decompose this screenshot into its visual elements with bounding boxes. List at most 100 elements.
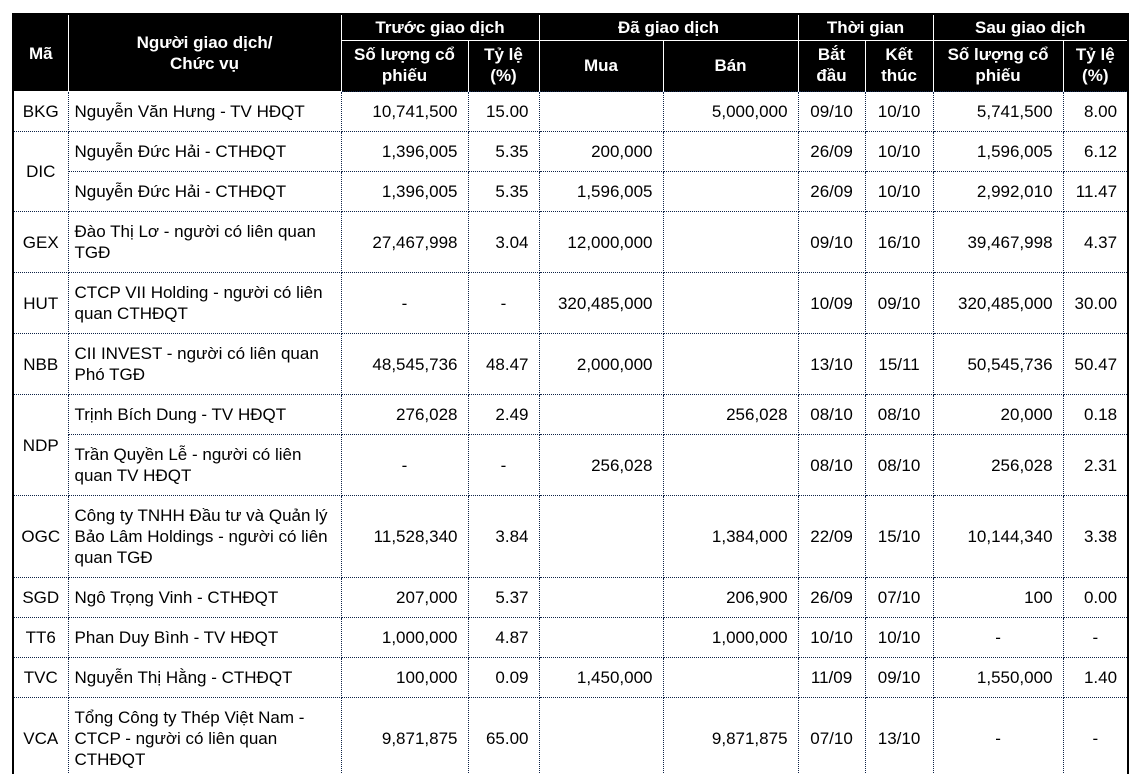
table-row-dic-2: Nguyễn Đức Hải - CTHĐQT 1,396,005 5.35 1… xyxy=(13,171,1129,212)
table-row-gex: GEX Đào Thị Lơ - người có liên quan TGĐ … xyxy=(12,211,1129,273)
table-row-ogc: OGC Công ty TNHH Đầu tư và Quản lý Bảo L… xyxy=(12,495,1129,578)
cell-stock-code: BKG xyxy=(12,91,69,132)
cell-before-pct: 65.00 xyxy=(467,697,540,774)
cell-after-pct: 2.31 xyxy=(1062,434,1129,496)
cell-after-pct: 3.38 xyxy=(1062,495,1129,578)
cell-trader: Ngô Trọng Vinh - CTHĐQT xyxy=(67,577,342,618)
cell-start-date: 26/09 xyxy=(797,577,866,618)
cell-end-date: 08/10 xyxy=(864,394,934,435)
cell-stock-code: HUT xyxy=(12,272,69,334)
cell-start-date: 10/10 xyxy=(797,617,866,658)
header-transacted: Đã giao dịch xyxy=(538,13,799,41)
cell-start-date: 09/10 xyxy=(797,91,866,132)
table-body: BKG Nguyễn Văn Hưng - TV HĐQT 10,741,500… xyxy=(12,91,1129,774)
cell-after-pct: 4.37 xyxy=(1062,211,1129,273)
header-time: Thời gian xyxy=(797,13,934,41)
cell-before-shares: 1,396,005 xyxy=(340,131,469,172)
cell-after-pct: 0.18 xyxy=(1062,394,1129,435)
table-row-vca: VCA Tổng Công ty Thép Việt Nam - CTCP - … xyxy=(12,697,1129,774)
cell-after-shares: 1,550,000 xyxy=(932,657,1064,698)
cell-trader: Trịnh Bích Dung - TV HĐQT xyxy=(67,394,342,435)
cell-trader: Phan Duy Bình - TV HĐQT xyxy=(67,617,342,658)
cell-after-pct: 11.47 xyxy=(1062,171,1129,212)
header-before-shares: Số lượng cổ phiếu xyxy=(340,40,469,92)
table-row-tt6: TT6 Phan Duy Bình - TV HĐQT 1,000,000 4.… xyxy=(12,617,1129,658)
header-start-date: Bắt đầu xyxy=(797,40,866,92)
cell-end-date: 07/10 xyxy=(864,577,934,618)
cell-start-date: 22/09 xyxy=(797,495,866,578)
cell-trader: CTCP VII Holding - người có liên quan CT… xyxy=(67,272,342,334)
cell-stock-code: TT6 xyxy=(12,617,69,658)
cell-sell: 9,871,875 xyxy=(662,697,799,774)
cell-before-pct: 3.84 xyxy=(467,495,540,578)
cell-end-date: 09/10 xyxy=(864,657,934,698)
cell-buy xyxy=(538,577,664,618)
header-before-pct: Tỷ lệ (%) xyxy=(467,40,540,92)
cell-before-pct: - xyxy=(467,434,540,496)
cell-after-shares: 100 xyxy=(932,577,1064,618)
header-after-pct: Tỷ lệ (%) xyxy=(1062,40,1129,92)
cell-before-shares: 1,396,005 xyxy=(340,171,469,212)
cell-buy: 256,028 xyxy=(538,434,664,496)
cell-before-shares: 10,741,500 xyxy=(340,91,469,132)
cell-buy: 2,000,000 xyxy=(538,333,664,395)
cell-buy: 1,596,005 xyxy=(538,171,664,212)
table-row-nbb: NBB CII INVEST - người có liên quan Phó … xyxy=(12,333,1129,395)
cell-before-shares: 48,545,736 xyxy=(340,333,469,395)
cell-before-shares: - xyxy=(340,272,469,334)
cell-after-shares: - xyxy=(932,697,1064,774)
cell-before-pct: 48.47 xyxy=(467,333,540,395)
cell-stock-code: NBB xyxy=(12,333,69,395)
cell-before-pct: 4.87 xyxy=(467,617,540,658)
cell-after-pct: - xyxy=(1062,617,1129,658)
cell-end-date: 08/10 xyxy=(864,434,934,496)
table-row-ndp-2: Trần Quyền Lễ - người có liên quan TV HĐ… xyxy=(13,434,1129,496)
cell-before-shares: 11,528,340 xyxy=(340,495,469,578)
cell-after-shares: 5,741,500 xyxy=(932,91,1064,132)
header-after-transaction: Sau giao dịch xyxy=(932,13,1129,41)
cell-buy: 1,450,000 xyxy=(538,657,664,698)
cell-sell xyxy=(662,211,799,273)
cell-sell xyxy=(662,657,799,698)
cell-after-shares: 20,000 xyxy=(932,394,1064,435)
cell-stock-code: NDP xyxy=(12,394,69,496)
cell-start-date: 11/09 xyxy=(797,657,866,698)
cell-buy xyxy=(538,697,664,774)
header-stock-code: Mã xyxy=(12,13,69,92)
cell-buy xyxy=(538,617,664,658)
cell-stock-code: DIC xyxy=(12,131,69,212)
cell-sell: 5,000,000 xyxy=(662,91,799,132)
header-sub-row: Số lượng cổ phiếu Tỷ lệ (%) Mua Bán Bắt … xyxy=(13,40,1129,92)
cell-trader: Trần Quyền Lễ - người có liên quan TV HĐ… xyxy=(67,434,342,496)
cell-after-pct: 30.00 xyxy=(1062,272,1129,334)
cell-after-shares: 1,596,005 xyxy=(932,131,1064,172)
cell-start-date: 10/09 xyxy=(797,272,866,334)
cell-trader: Công ty TNHH Đầu tư và Quản lý Bảo Lâm H… xyxy=(67,495,342,578)
table-row-ndp-1: NDP Trịnh Bích Dung - TV HĐQT 276,028 2.… xyxy=(12,394,1129,496)
cell-buy: 200,000 xyxy=(538,131,664,172)
cell-stock-code: SGD xyxy=(12,577,69,618)
cell-sell: 206,900 xyxy=(662,577,799,618)
cell-sell xyxy=(662,434,799,496)
cell-before-pct: 5.35 xyxy=(467,171,540,212)
cell-before-shares: 276,028 xyxy=(340,394,469,435)
cell-before-pct: 5.37 xyxy=(467,577,540,618)
cell-after-pct: - xyxy=(1062,697,1129,774)
cell-after-pct: 6.12 xyxy=(1062,131,1129,172)
cell-trader: Nguyễn Thị Hằng - CTHĐQT xyxy=(67,657,342,698)
cell-trader: CII INVEST - người có liên quan Phó TGĐ xyxy=(67,333,342,395)
cell-end-date: 10/10 xyxy=(864,91,934,132)
cell-sell xyxy=(662,171,799,212)
cell-end-date: 13/10 xyxy=(864,697,934,774)
cell-trader: Nguyễn Văn Hưng - TV HĐQT xyxy=(67,91,342,132)
cell-end-date: 10/10 xyxy=(864,171,934,212)
header-after-shares: Số lượng cổ phiếu xyxy=(932,40,1064,92)
cell-end-date: 15/11 xyxy=(864,333,934,395)
cell-after-shares: 256,028 xyxy=(932,434,1064,496)
cell-after-pct: 8.00 xyxy=(1062,91,1129,132)
cell-stock-code: OGC xyxy=(12,495,69,578)
cell-trader: Nguyễn Đức Hải - CTHĐQT xyxy=(67,171,342,212)
cell-start-date: 08/10 xyxy=(797,394,866,435)
cell-buy: 320,485,000 xyxy=(538,272,664,334)
cell-before-pct: 0.09 xyxy=(467,657,540,698)
